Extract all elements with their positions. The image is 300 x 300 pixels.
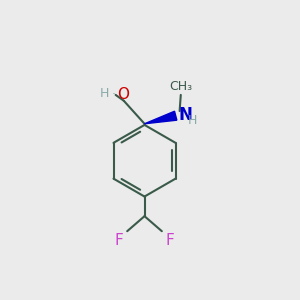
Text: F: F [166,233,175,248]
Polygon shape [145,111,177,124]
Text: H: H [99,87,109,100]
Text: CH₃: CH₃ [169,80,192,93]
Text: O: O [117,87,129,102]
Text: H: H [188,114,197,127]
Text: N: N [178,106,192,124]
Text: F: F [114,233,123,248]
Text: ·: · [111,88,115,101]
